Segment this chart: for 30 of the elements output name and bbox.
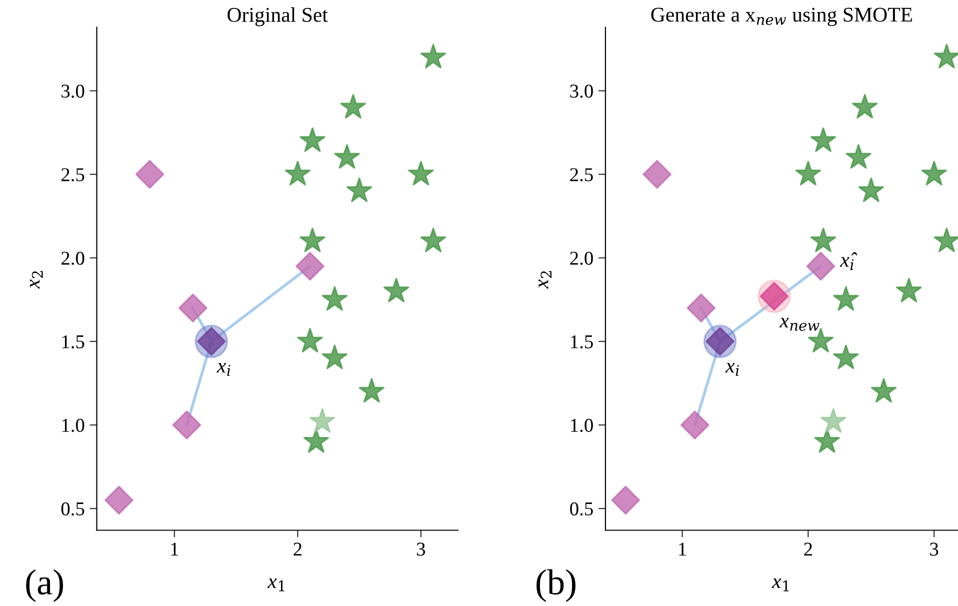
x-tick-label: 3 [930, 542, 938, 556]
x-axis-title: x$_{1}$ [772, 578, 789, 592]
x-tick-label: 1 [171, 542, 178, 556]
y-tick-label: 3.0 [570, 84, 593, 98]
y-axis-title: x$_{2}$ [538, 271, 552, 289]
x-tick-label: 1 [679, 542, 686, 556]
text: (b) [536, 569, 576, 602]
text: (a) [26, 569, 64, 602]
annotation: x̂$_{i}$ [840, 252, 858, 270]
y-tick-label: 0.5 [570, 502, 593, 516]
x-tick-label: 3 [417, 542, 426, 556]
y-tick-label: 1.5 [62, 335, 84, 348]
y-tick-label: 1.0 [62, 418, 84, 432]
x-tick-label: 2 [294, 542, 302, 556]
y-tick-label: 3.0 [62, 84, 84, 98]
x-tick-label: 2 [804, 542, 812, 556]
annotation: x$_{i}$ [216, 362, 230, 376]
y-tick-label: 1.0 [571, 418, 593, 432]
y-tick-label: 0.5 [61, 502, 84, 516]
y-axis-title: x$_{2}$ [30, 271, 43, 289]
y-tick-label: 2.5 [62, 168, 84, 182]
x-axis-title: x$_{1}$ [267, 578, 284, 592]
chart-title: Generate a x$_{new}$ using SMOTE [651, 8, 912, 26]
chart-title: Original Set [228, 7, 328, 26]
annotation: x$_{i}$ [725, 362, 739, 376]
y-tick-label: 1.5 [571, 335, 593, 348]
y-tick-label: 2.0 [62, 252, 84, 265]
y-tick-label: 2.0 [570, 252, 593, 265]
annotation: x$_{new}$ [779, 318, 820, 331]
y-tick-label: 2.5 [570, 168, 593, 182]
